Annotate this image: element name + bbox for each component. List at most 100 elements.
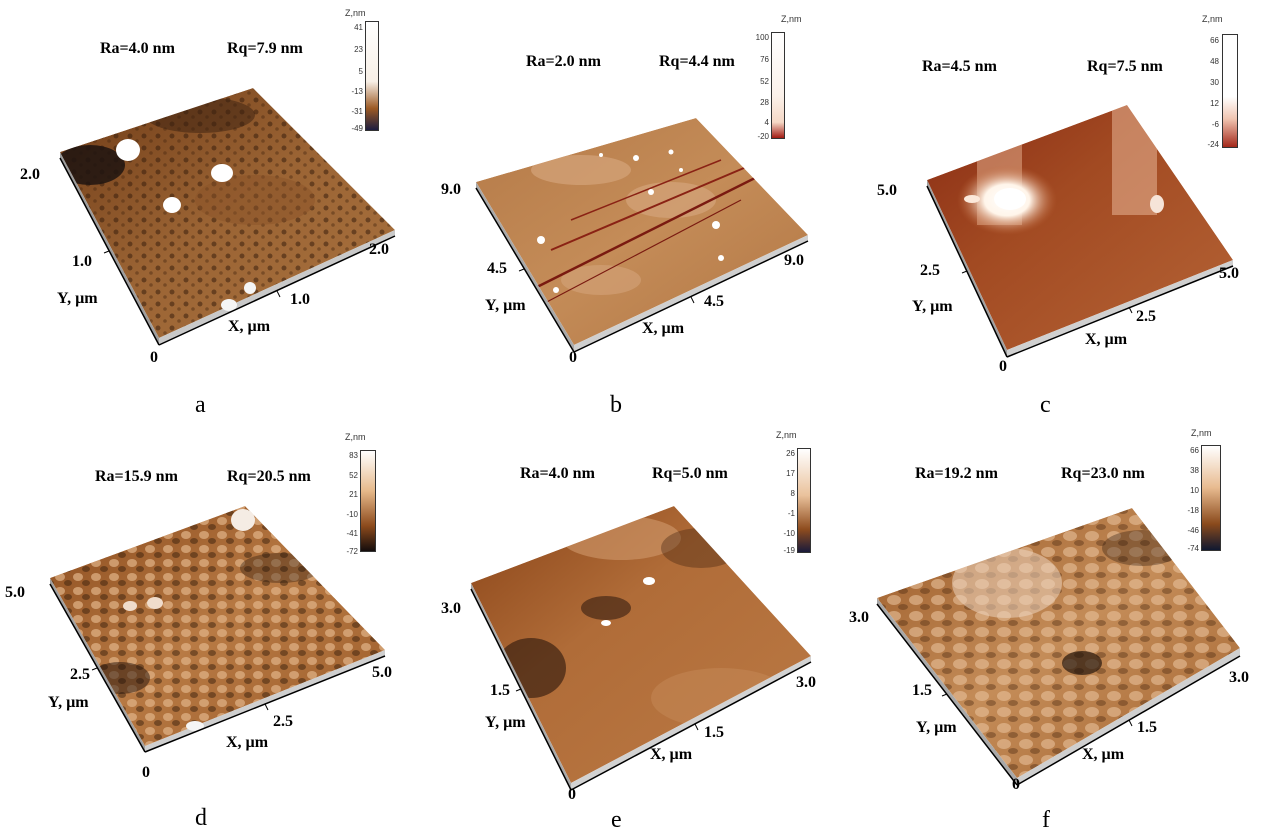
surface-plot-c bbox=[926, 105, 1234, 358]
colorbar-tick: -46 bbox=[1187, 526, 1199, 535]
y-tick-max-b: 9.0 bbox=[441, 181, 461, 198]
afm-panel-b: Ra=2.0 nm Rq=4.4 nm 9.0 4.5 Y, µm 4.5 9.… bbox=[421, 0, 842, 418]
colorbar-title-d: Z,nm bbox=[345, 432, 366, 442]
colorbar-tick: 12 bbox=[1210, 99, 1219, 108]
ra-value-c: Ra=4.5 nm bbox=[922, 58, 997, 75]
colorbar-tick: -13 bbox=[351, 87, 363, 96]
colorbar-tick: -19 bbox=[783, 546, 795, 555]
colorbar-title-b: Z,nm bbox=[781, 14, 802, 24]
colorbar-tick: -49 bbox=[351, 124, 363, 133]
x-tick-max-c: 5.0 bbox=[1219, 265, 1239, 282]
colorbar-gradient-d bbox=[360, 450, 376, 552]
surface-plot-e bbox=[470, 506, 812, 791]
surface-plot-b bbox=[475, 118, 809, 353]
panel-caption-b: b bbox=[610, 392, 622, 418]
colorbar-tick: 28 bbox=[760, 98, 769, 107]
colorbar-tick: -24 bbox=[1207, 140, 1219, 149]
x-tick-mid-b: 4.5 bbox=[704, 293, 724, 310]
colorbar-tick: 52 bbox=[760, 77, 769, 86]
colorbar-gradient-e bbox=[797, 448, 811, 553]
panel-caption-e: e bbox=[611, 807, 622, 833]
colorbar-e: Z,nm 26 17 8 -1 -10 -19 bbox=[761, 430, 811, 556]
ra-value-b: Ra=2.0 nm bbox=[526, 53, 601, 70]
x-axis-label-f: X, µm bbox=[1082, 746, 1125, 763]
x-tick-max-f: 3.0 bbox=[1229, 669, 1249, 686]
rq-value-c: Rq=7.5 nm bbox=[1087, 58, 1163, 75]
colorbar-title-c: Z,nm bbox=[1202, 14, 1223, 24]
colorbar-f: Z,nm 66 38 10 -18 -46 -74 bbox=[1167, 428, 1227, 558]
panel-caption-f: f bbox=[1042, 807, 1050, 833]
x-tick-max-a: 2.0 bbox=[369, 241, 389, 258]
y-tick-mid-b: 4.5 bbox=[487, 260, 507, 277]
origin-label-e: 0 bbox=[568, 786, 576, 803]
colorbar-tick: 5 bbox=[358, 67, 363, 76]
colorbar-title-e: Z,nm bbox=[776, 430, 797, 440]
colorbar-tick: 30 bbox=[1210, 78, 1219, 87]
colorbar-gradient-f bbox=[1201, 445, 1221, 551]
colorbar-tick: -74 bbox=[1187, 544, 1199, 553]
afm-panel-a: Ra=4.0 nm Rq=7.9 nm 2.0 1.0 Y, µm 1.0 2.… bbox=[0, 0, 421, 418]
x-tick-max-e: 3.0 bbox=[796, 674, 816, 691]
y-tick-mid-d: 2.5 bbox=[70, 666, 90, 683]
y-tick-mid-a: 1.0 bbox=[72, 253, 92, 270]
origin-label-d: 0 bbox=[142, 764, 150, 781]
colorbar-tick: 10 bbox=[1190, 486, 1199, 495]
y-axis-label-e: Y, µm bbox=[485, 714, 526, 731]
surface-plot-a bbox=[59, 88, 396, 346]
colorbar-tick: 17 bbox=[786, 469, 795, 478]
x-tick-mid-f: 1.5 bbox=[1137, 719, 1157, 736]
colorbar-tick: 26 bbox=[786, 449, 795, 458]
afm-panel-d: Ra=15.9 nm Rq=20.5 nm 5.0 2.5 Y, µm 2.5 … bbox=[0, 418, 421, 836]
rq-value-e: Rq=5.0 nm bbox=[652, 465, 728, 482]
colorbar-tick: -10 bbox=[346, 510, 358, 519]
x-tick-mid-d: 2.5 bbox=[273, 713, 293, 730]
colorbar-tick: 8 bbox=[790, 489, 795, 498]
origin-label-c: 0 bbox=[999, 358, 1007, 375]
y-tick-max-a: 2.0 bbox=[20, 166, 40, 183]
x-axis-label-e: X, µm bbox=[650, 746, 693, 763]
rq-value-d: Rq=20.5 nm bbox=[227, 468, 311, 485]
y-tick-mid-c: 2.5 bbox=[920, 262, 940, 279]
panel-caption-d: d bbox=[195, 805, 207, 831]
x-axis-label-b: X, µm bbox=[642, 320, 685, 337]
colorbar-title-f: Z,nm bbox=[1191, 428, 1212, 438]
colorbar-tick: -1 bbox=[787, 509, 795, 518]
colorbar-tick: 66 bbox=[1190, 446, 1199, 455]
colorbar-tick: -72 bbox=[346, 547, 358, 556]
rq-value-f: Rq=23.0 nm bbox=[1061, 465, 1145, 482]
ra-value-d: Ra=15.9 nm bbox=[95, 468, 178, 485]
colorbar-tick: 48 bbox=[1210, 57, 1219, 66]
x-tick-mid-a: 1.0 bbox=[290, 291, 310, 308]
colorbar-tick: -41 bbox=[346, 529, 358, 538]
colorbar-c: Z,nm 66 48 30 12 -6 -24 bbox=[1182, 14, 1242, 150]
surface-plot-d bbox=[49, 506, 386, 753]
colorbar-gradient-a bbox=[365, 21, 379, 131]
x-tick-mid-c: 2.5 bbox=[1136, 308, 1156, 325]
colorbar-tick: 100 bbox=[755, 33, 769, 42]
colorbar-d: Z,nm 83 52 21 -10 -41 -72 bbox=[330, 432, 380, 558]
y-axis-label-a: Y, µm bbox=[57, 290, 98, 307]
ra-value-f: Ra=19.2 nm bbox=[915, 465, 998, 482]
x-tick-max-b: 9.0 bbox=[784, 252, 804, 269]
ra-value-e: Ra=4.0 nm bbox=[520, 465, 595, 482]
colorbar-tick: 4 bbox=[764, 118, 769, 127]
x-axis-label-c: X, µm bbox=[1085, 331, 1128, 348]
ra-value-a: Ra=4.0 nm bbox=[100, 40, 175, 57]
afm-panel-f: Ra=19.2 nm Rq=23.0 nm 3.0 1.5 Y, µm 1.5 … bbox=[842, 418, 1263, 836]
colorbar-gradient-c bbox=[1222, 34, 1238, 148]
y-tick-max-c: 5.0 bbox=[877, 182, 897, 199]
colorbar-tick: -10 bbox=[783, 529, 795, 538]
colorbar-tick: 41 bbox=[354, 23, 363, 32]
colorbar-title-a: Z,nm bbox=[345, 8, 366, 18]
panel-caption-c: c bbox=[1040, 392, 1051, 418]
colorbar-tick: -18 bbox=[1187, 506, 1199, 515]
origin-label-f: 0 bbox=[1012, 776, 1020, 793]
colorbar-tick: -20 bbox=[757, 132, 769, 141]
colorbar-tick: -6 bbox=[1211, 120, 1219, 129]
panel-caption-a: a bbox=[195, 392, 206, 418]
surface-plot-f bbox=[876, 508, 1241, 786]
colorbar-tick: 76 bbox=[760, 55, 769, 64]
y-axis-label-c: Y, µm bbox=[912, 298, 953, 315]
colorbar-tick: 66 bbox=[1210, 36, 1219, 45]
x-axis-label-a: X, µm bbox=[228, 318, 271, 335]
